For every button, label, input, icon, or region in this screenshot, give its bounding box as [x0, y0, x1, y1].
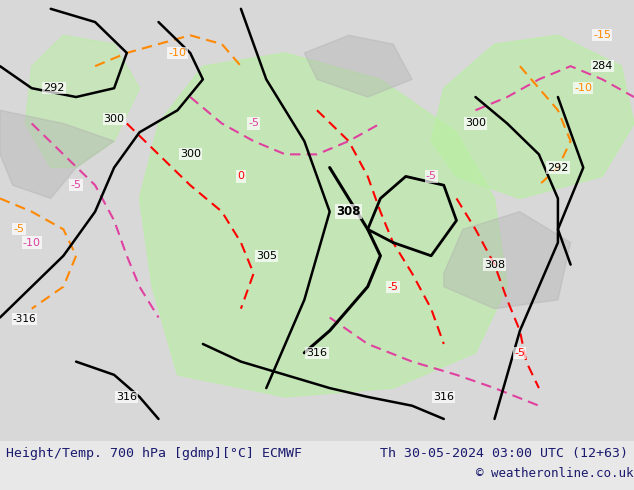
Text: © weatheronline.co.uk: © weatheronline.co.uk	[476, 467, 633, 480]
Text: -5: -5	[70, 180, 82, 190]
Text: 308: 308	[484, 260, 505, 270]
Polygon shape	[25, 35, 139, 168]
Text: 292: 292	[547, 163, 569, 172]
Polygon shape	[0, 110, 114, 198]
Text: 316: 316	[306, 348, 328, 358]
Text: 292: 292	[43, 83, 65, 93]
Text: 305: 305	[256, 251, 277, 261]
Text: 284: 284	[592, 61, 613, 71]
Polygon shape	[431, 35, 634, 198]
Text: -316: -316	[13, 314, 36, 324]
Polygon shape	[444, 212, 571, 309]
Text: -5: -5	[387, 282, 399, 292]
Text: -10: -10	[574, 83, 592, 93]
Text: Height/Temp. 700 hPa [gdmp][°C] ECMWF: Height/Temp. 700 hPa [gdmp][°C] ECMWF	[6, 446, 302, 460]
Text: 0: 0	[237, 172, 245, 181]
Text: 308: 308	[337, 205, 361, 218]
Text: 300: 300	[103, 114, 125, 124]
Text: 300: 300	[179, 149, 201, 159]
Text: -5: -5	[13, 224, 25, 234]
Text: -5: -5	[514, 348, 526, 358]
Text: Th 30-05-2024 03:00 UTC (12+63): Th 30-05-2024 03:00 UTC (12+63)	[380, 446, 628, 460]
Text: 316: 316	[433, 392, 455, 402]
Text: -10: -10	[169, 48, 186, 58]
Text: -10: -10	[23, 238, 41, 247]
Polygon shape	[304, 35, 412, 97]
Text: -5: -5	[248, 119, 259, 128]
Polygon shape	[139, 53, 507, 397]
Text: 300: 300	[465, 119, 486, 128]
Text: 316: 316	[116, 392, 138, 402]
Text: -15: -15	[593, 30, 611, 40]
Text: -5: -5	[425, 172, 437, 181]
